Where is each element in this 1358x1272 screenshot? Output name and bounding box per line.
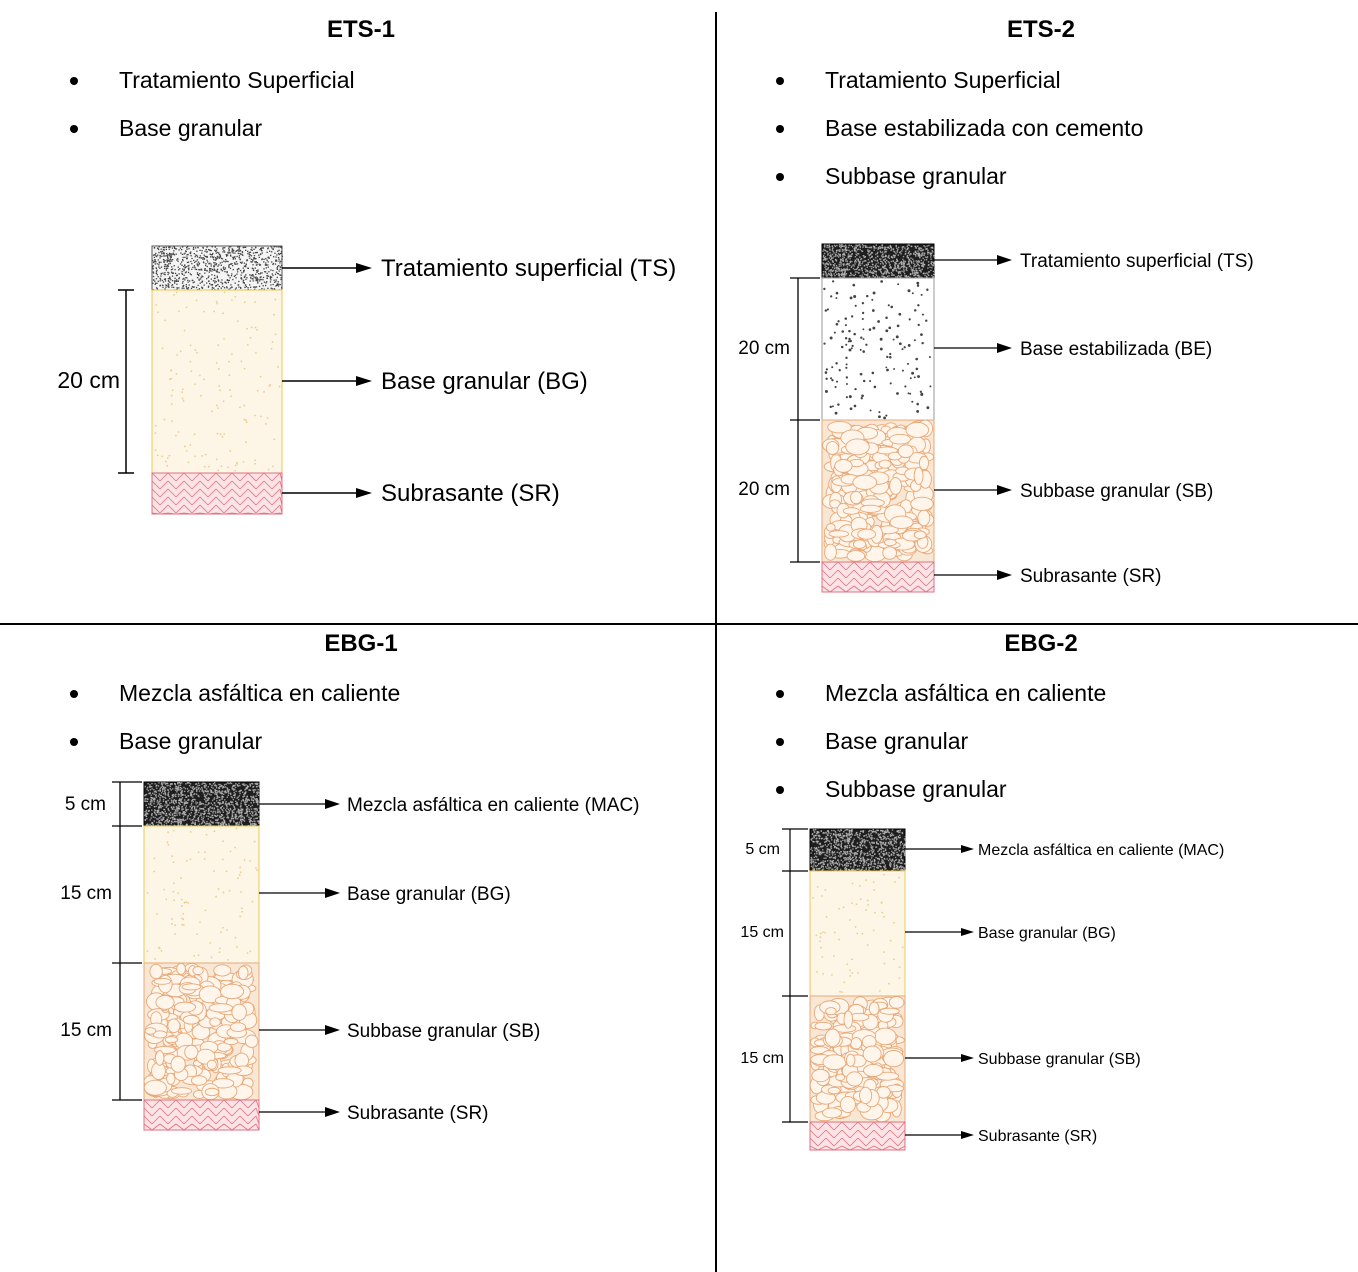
arrow-mac (905, 845, 974, 853)
thickness-label: 15 cm (740, 1050, 784, 1067)
thickness-label: 20 cm (57, 367, 120, 393)
bullet-item: Subbase granular (768, 775, 1106, 823)
arrow-bg (282, 376, 372, 386)
layer-label-sb: Subbase granular (SB) (347, 1021, 540, 1042)
layer-label-sr: Subrasante (SR) (1020, 566, 1162, 587)
arrow-ts (934, 255, 1012, 265)
thickness-label: 20 cm (738, 479, 790, 500)
layer-bg (809, 870, 906, 997)
thickness-label: 5 cm (65, 794, 106, 815)
layer-label-sr: Subrasante (SR) (381, 480, 560, 507)
layer-ts (151, 245, 284, 292)
layer-sb (143, 962, 260, 1101)
layer-ts (821, 243, 936, 280)
layer-label-sb: Subbase granular (SB) (978, 1051, 1141, 1068)
bullet-list-ebg-1: Mezcla asfáltica en caliente Base granul… (62, 679, 400, 775)
arrow-be (934, 343, 1012, 353)
bullet-list-ets-2: Tratamiento Superficial Base estabilizad… (768, 66, 1143, 210)
layer-sb (809, 995, 906, 1123)
layer-diagram-ets-1: 20 cm Tratamiento superficial (TS) Base … (57, 245, 676, 515)
thickness-label: 15 cm (740, 924, 784, 941)
layer-label-ts: Tratamiento superficial (TS) (1020, 251, 1254, 272)
layer-label-sr: Subrasante (SR) (347, 1103, 489, 1124)
bullet-item: Mezcla asfáltica en caliente (62, 679, 400, 727)
layer-sr (821, 561, 935, 593)
layer-label-sr: Subrasante (SR) (978, 1128, 1097, 1145)
layer-bg (151, 289, 283, 474)
bullet-item: Mezcla asfáltica en caliente (768, 679, 1106, 727)
arrow-sb (259, 1025, 340, 1035)
arrow-sr (934, 570, 1012, 580)
panel-title-ets-2: ETS-2 (1006, 16, 1075, 43)
layer-sr (151, 472, 283, 515)
bullet-list-ets-1: Tratamiento Superficial Base granular (62, 66, 355, 162)
bullet-item: Tratamiento Superficial (62, 66, 355, 114)
arrow-sr (905, 1131, 974, 1139)
layer-label-bg: Base granular (BG) (978, 925, 1116, 942)
vertical-divider (715, 12, 717, 1272)
bullet-item: Tratamiento Superficial (768, 66, 1143, 114)
arrow-sb (934, 485, 1012, 495)
layer-label-bg: Base granular (BG) (347, 884, 511, 905)
bullet-item: Base granular (768, 727, 1106, 775)
panel-title-ets-1: ETS-1 (326, 16, 395, 43)
layer-label-sb: Subbase granular (SB) (1020, 481, 1213, 502)
layer-diagram-ebg-1: 5 cm 15 cm 15 cm Mezcla asfáltica en cal… (60, 781, 640, 1131)
bullet-item: Base granular (62, 727, 400, 775)
thickness-label: 5 cm (745, 841, 780, 858)
layer-diagram-ets-2: 20 cm 20 cm Tratamiento superficial (TS)… (738, 243, 1254, 593)
layer-diagram-ebg-2: 5 cm 15 cm 15 cm Mezcla asfáltica en cal… (740, 828, 1224, 1151)
layer-sr (143, 1099, 260, 1131)
panel-title-ebg-1: EBG-1 (324, 630, 398, 657)
bullet-item: Subbase granular (768, 162, 1143, 210)
arrow-mac (259, 799, 340, 809)
arrow-sb (905, 1054, 974, 1062)
arrow-sr (282, 488, 372, 498)
dimension-line (782, 828, 808, 1123)
layer-label-ts: Tratamiento superficial (TS) (381, 255, 676, 282)
thickness-label: 20 cm (738, 338, 790, 359)
layer-mac (143, 781, 261, 828)
layer-label-bg: Base granular (BG) (381, 368, 588, 395)
arrow-ts (282, 263, 372, 273)
thickness-label: 15 cm (60, 1020, 112, 1041)
layer-sr (809, 1121, 906, 1151)
layer-label-mac: Mezcla asfáltica en caliente (MAC) (978, 842, 1224, 859)
layer-mac (809, 828, 907, 873)
layer-bg (143, 825, 260, 964)
bullet-item: Base granular (62, 114, 355, 162)
dimension-line (112, 781, 142, 1101)
thickness-label: 15 cm (60, 883, 112, 904)
panel-title-ebg-2: EBG-2 (1004, 630, 1078, 657)
layer-label-be: Base estabilizada (BE) (1020, 339, 1212, 360)
layer-sb (821, 419, 935, 563)
arrow-bg (905, 928, 974, 936)
bullet-item: Base estabilizada con cemento (768, 114, 1143, 162)
arrow-bg (259, 888, 340, 898)
bullet-list-ebg-2: Mezcla asfáltica en caliente Base granul… (768, 679, 1106, 823)
horizontal-divider (0, 623, 1358, 625)
layer-be (821, 277, 935, 421)
arrow-sr (259, 1107, 340, 1117)
dimension-line (790, 277, 820, 563)
dimension-line (118, 289, 134, 474)
layer-label-mac: Mezcla asfáltica en caliente (MAC) (347, 795, 640, 816)
